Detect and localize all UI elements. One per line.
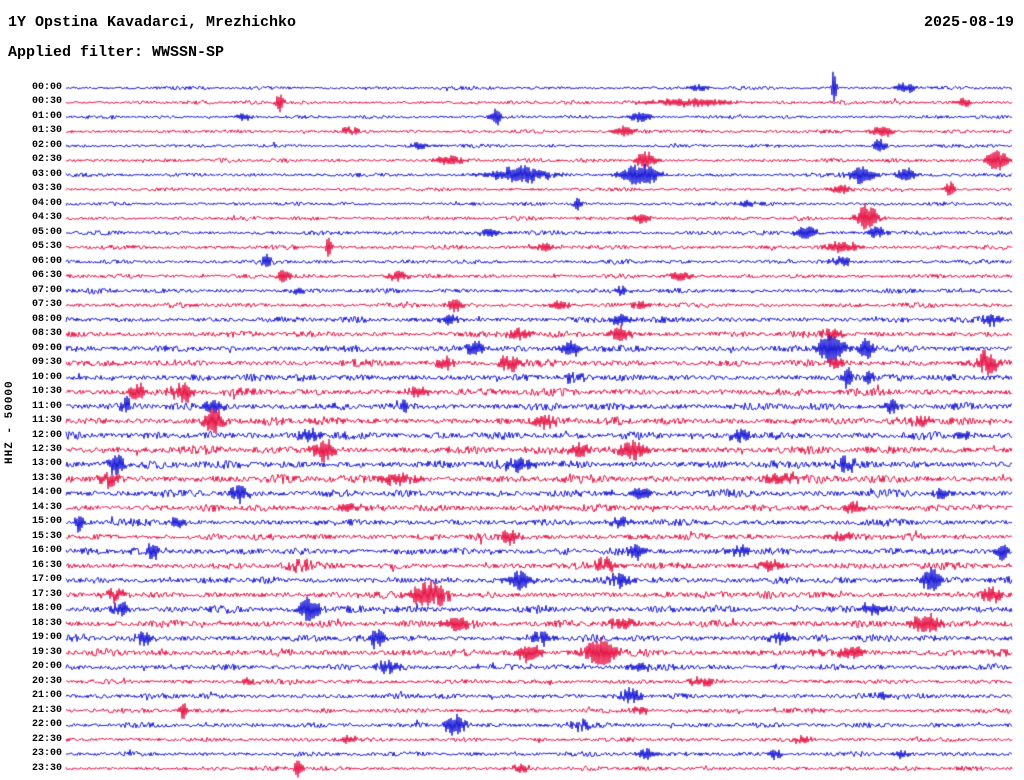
row-time-label: 12:00 xyxy=(31,429,62,441)
row-time-label: 09:00 xyxy=(31,342,62,354)
row-time-label: 10:30 xyxy=(31,386,62,398)
row-time-label: 01:30 xyxy=(31,125,62,137)
row-time-label: 02:30 xyxy=(31,154,62,166)
row-time-label: 20:00 xyxy=(31,661,62,673)
row-time-label: 18:00 xyxy=(31,603,62,615)
row-time-label: 11:30 xyxy=(31,415,62,427)
y-axis-channel-scale-label: HHZ - 50000 xyxy=(4,380,16,464)
row-time-label: 16:00 xyxy=(31,545,62,557)
row-time-label: 19:00 xyxy=(31,632,62,644)
row-time-label: 21:00 xyxy=(31,690,62,702)
row-time-label: 17:00 xyxy=(31,574,62,586)
row-time-label: 23:30 xyxy=(31,762,62,774)
row-time-label: 06:00 xyxy=(31,255,62,267)
row-time-label: 09:30 xyxy=(31,357,62,369)
row-time-label: 16:30 xyxy=(31,559,62,571)
row-time-label: 15:30 xyxy=(31,530,62,542)
row-time-label: 08:30 xyxy=(31,328,62,340)
row-time-label: 00:00 xyxy=(31,82,62,93)
row-time-label: 04:00 xyxy=(31,197,62,209)
row-time-label: 01:00 xyxy=(31,110,62,122)
row-time-label: 20:30 xyxy=(31,675,62,687)
row-time-label: 12:30 xyxy=(31,444,62,455)
row-time-label: 18:30 xyxy=(31,617,62,629)
row-time-label: 17:30 xyxy=(31,588,62,600)
row-time-label: 03:00 xyxy=(31,168,62,180)
row-time-label: 14:00 xyxy=(31,487,62,499)
row-time-label: 02:00 xyxy=(31,139,62,151)
row-time-label: 23:00 xyxy=(31,748,62,760)
row-time-label: 13:30 xyxy=(31,472,62,484)
row-time-label: 05:30 xyxy=(31,241,62,253)
row-time-label: 15:00 xyxy=(31,516,62,528)
row-time-label: 14:30 xyxy=(31,501,62,513)
row-time-label: 05:00 xyxy=(31,226,62,238)
row-time-label: 08:00 xyxy=(31,313,62,325)
row-time-label: 19:30 xyxy=(31,646,62,658)
filter-label: Applied filter: WWSSN-SP xyxy=(8,44,225,61)
row-time-label: 03:30 xyxy=(31,183,62,195)
row-time-label: 07:30 xyxy=(31,299,62,311)
row-time-label: 07:00 xyxy=(31,284,62,296)
row-time-label: 11:00 xyxy=(31,400,62,412)
row-time-label: 06:30 xyxy=(31,270,62,282)
row-time-label: 22:00 xyxy=(31,719,62,731)
row-time-label: 13:00 xyxy=(31,458,62,470)
row-time-label: 22:30 xyxy=(31,733,62,745)
row-time-label: 04:30 xyxy=(31,212,62,224)
row-time-label: 00:30 xyxy=(31,96,62,108)
row-time-label: 10:00 xyxy=(31,371,62,383)
date-label: 2025-08-19 xyxy=(923,14,1014,31)
row-time-label: 21:30 xyxy=(31,704,62,716)
station-title: 1Y Opstina Kavadarci, Mrezhichko xyxy=(8,14,297,31)
